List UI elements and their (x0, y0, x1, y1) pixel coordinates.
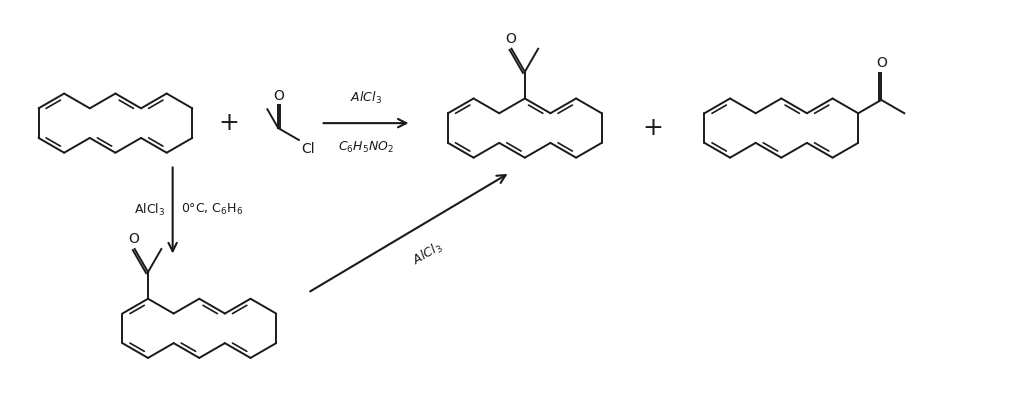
Text: C$_6$H$_5$NO$_2$: C$_6$H$_5$NO$_2$ (338, 140, 394, 155)
Text: O: O (128, 232, 139, 246)
Text: 0°C, C$_6$H$_6$: 0°C, C$_6$H$_6$ (180, 202, 243, 218)
Text: O: O (876, 56, 887, 70)
Text: O: O (273, 89, 285, 103)
Text: +: + (218, 111, 240, 135)
Text: AlCl$_3$: AlCl$_3$ (350, 90, 382, 106)
Text: +: + (643, 116, 664, 140)
Text: AlCl$_3$: AlCl$_3$ (133, 202, 165, 218)
Text: Cl: Cl (301, 142, 314, 156)
Text: AlCl$_3$: AlCl$_3$ (410, 239, 445, 269)
Text: O: O (505, 32, 516, 46)
